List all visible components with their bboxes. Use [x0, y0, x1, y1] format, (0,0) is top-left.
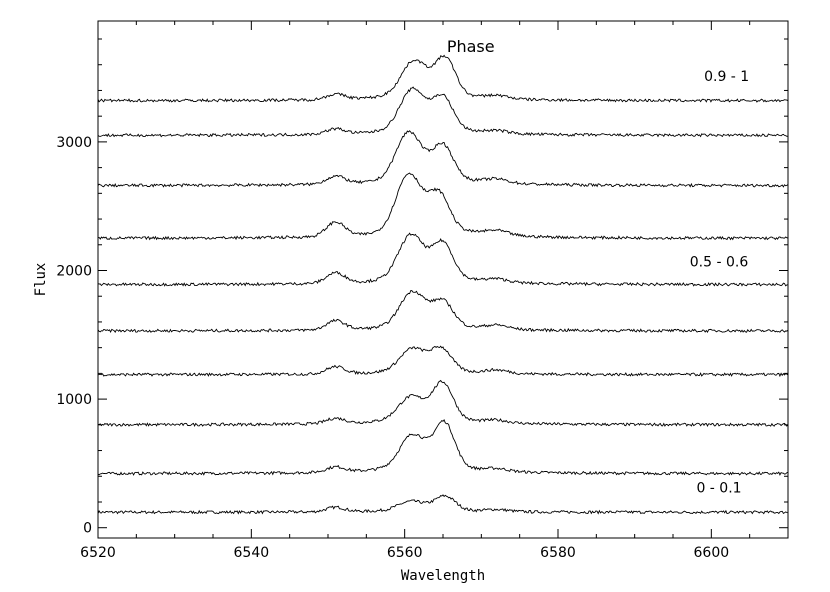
spectrum-line-5	[97, 232, 789, 287]
y-tick-label: 0	[83, 521, 92, 537]
series-lines	[97, 54, 789, 515]
spectrum-line-4	[97, 289, 789, 334]
x-tick-label: 6540	[234, 545, 270, 561]
y-tick-label: 3000	[56, 135, 92, 151]
phase-label-0-0-1: 0 - 0.1	[696, 480, 741, 496]
phase-legend-title: Phase	[447, 37, 495, 56]
spectrum-line-1	[97, 419, 789, 476]
spectrum-line-3	[97, 345, 789, 378]
axis-ticks: 6520 6540 6560 6580 6600 0 1000 2000 3000	[56, 21, 789, 561]
spectrum-line-7	[97, 130, 789, 188]
x-tick-label: 6560	[387, 545, 423, 561]
spectrum-line-6	[97, 172, 789, 241]
plot-frame	[97, 20, 789, 539]
x-tick-label: 6600	[694, 545, 730, 561]
phase-label-0-9-1: 0.9 - 1	[704, 69, 749, 85]
x-tick-label: 6580	[540, 545, 576, 561]
y-tick-label: 2000	[56, 263, 92, 279]
x-tick-label: 6520	[80, 545, 116, 561]
spectrum-line-8	[97, 86, 789, 138]
chart-labels: Wavelength Flux Phase 0.9 - 1 0.5 - 0.6 …	[33, 37, 749, 584]
spectrum-line-2	[98, 379, 789, 428]
x-axis-title: Wavelength	[401, 568, 485, 584]
y-tick-label: 1000	[56, 392, 92, 408]
y-axis-title: Flux	[33, 263, 49, 297]
spectrum-line-0	[97, 494, 789, 515]
phase-label-0-5-0-6: 0.5 - 0.6	[690, 255, 749, 271]
spectrum-line-9	[97, 54, 789, 103]
